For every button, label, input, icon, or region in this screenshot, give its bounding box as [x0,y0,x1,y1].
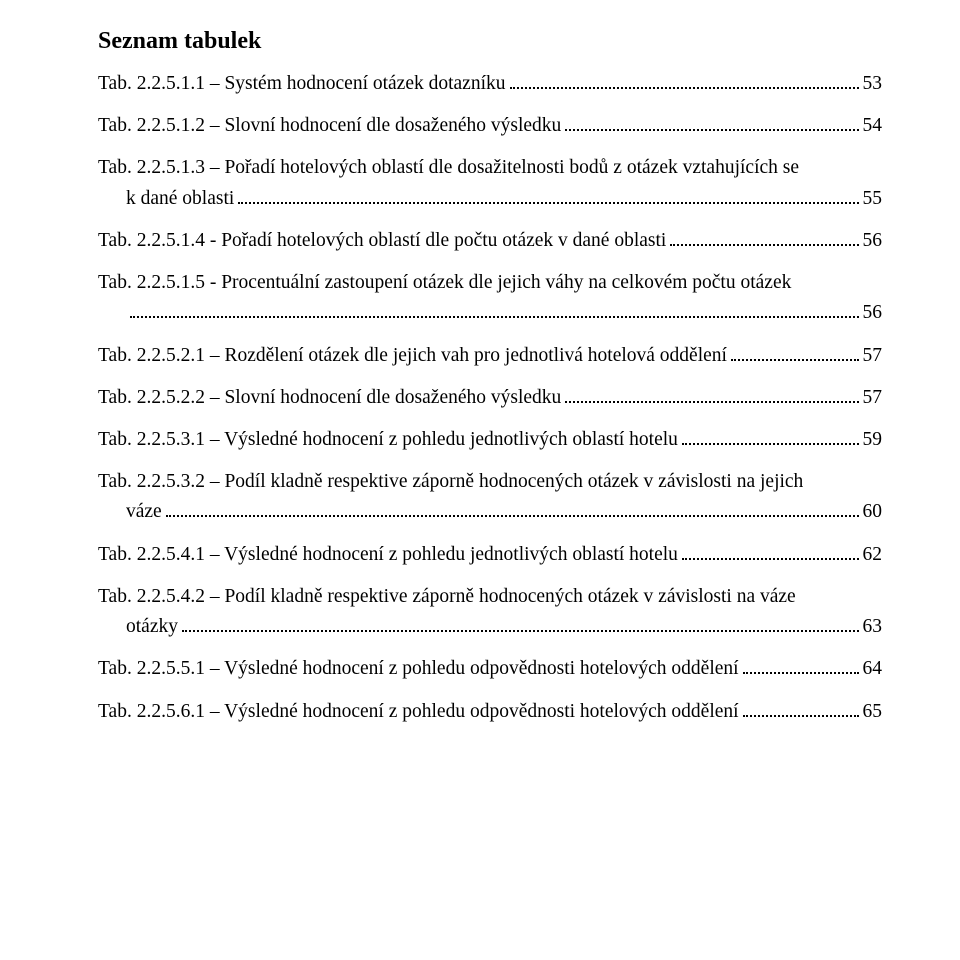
toc-page-number: 64 [863,654,883,684]
toc-entry-row: Tab. 2.2.5.5.1 – Výsledné hodnocení z po… [98,654,882,684]
toc-leader [238,191,858,204]
toc-entry-label: Tab. 2.2.5.3.1 – Výsledné hodnocení z po… [98,425,678,455]
toc-page-number: 54 [863,111,883,141]
toc-entry-row: Tab. 2.2.5.1.4 - Pořadí hotelových oblas… [98,226,882,256]
toc-page-number: 56 [863,226,883,256]
toc-entry: Tab. 2.2.5.1.5 - Procentuální zastoupení… [98,268,882,328]
toc-entry-continuation: váze [126,497,162,527]
toc-leader [166,505,859,518]
toc-entry-label: Tab. 2.2.5.3.2 – Podíl kladně respektive… [98,467,882,497]
toc-page-number: 60 [863,497,883,527]
toc-entry: Tab. 2.2.5.3.2 – Podíl kladně respektive… [98,467,882,527]
toc-page: Seznam tabulek Tab. 2.2.5.1.1 – Systém h… [0,0,960,779]
toc-page-number: 55 [863,184,883,214]
toc-entry-label: Tab. 2.2.5.1.4 - Pořadí hotelových oblas… [98,226,666,256]
toc-entry: Tab. 2.2.5.1.3 – Pořadí hotelových oblas… [98,153,882,213]
toc-entry: Tab. 2.2.5.1.2 – Slovní hodnocení dle do… [98,111,882,141]
toc-page-number: 62 [863,540,883,570]
toc-entry-line2: k dané oblasti 55 [98,184,882,214]
toc-entry-continuation: k dané oblasti [126,184,234,214]
toc-entry: Tab. 2.2.5.1.4 - Pořadí hotelových oblas… [98,226,882,256]
toc-entry-label: Tab. 2.2.5.1.2 – Slovní hodnocení dle do… [98,111,561,141]
toc-entry-label: Tab. 2.2.5.4.1 – Výsledné hodnocení z po… [98,540,678,570]
toc-entry-label: Tab. 2.2.5.1.3 – Pořadí hotelových oblas… [98,153,882,183]
toc-entry: Tab. 2.2.5.2.2 – Slovní hodnocení dle do… [98,383,882,413]
toc-entry-label: Tab. 2.2.5.6.1 – Výsledné hodnocení z po… [98,697,739,727]
toc-leader [731,348,859,361]
toc-entry: Tab. 2.2.5.6.1 – Výsledné hodnocení z po… [98,697,882,727]
toc-entry: Tab. 2.2.5.4.2 – Podíl kladně respektive… [98,582,882,642]
toc-entry-label: Tab. 2.2.5.1.1 – Systém hodnocení otázek… [98,69,506,99]
toc-entry: Tab. 2.2.5.1.1 – Systém hodnocení otázek… [98,69,882,99]
toc-entry-label: Tab. 2.2.5.5.1 – Výsledné hodnocení z po… [98,654,739,684]
toc-entry-row: Tab. 2.2.5.6.1 – Výsledné hodnocení z po… [98,697,882,727]
toc-page-number: 56 [863,298,883,328]
toc-page-number: 53 [863,69,883,99]
toc-entry-label: Tab. 2.2.5.2.2 – Slovní hodnocení dle do… [98,383,561,413]
toc-leader [565,119,858,132]
toc-entry-row: Tab. 2.2.5.1.1 – Systém hodnocení otázek… [98,69,882,99]
toc-entry-row: Tab. 2.2.5.2.1 – Rozdělení otázek dle je… [98,341,882,371]
toc-leader [743,704,859,717]
toc-entry: Tab. 2.2.5.5.1 – Výsledné hodnocení z po… [98,654,882,684]
toc-leader [130,306,859,319]
toc-entries-container: Tab. 2.2.5.1.1 – Systém hodnocení otázek… [98,69,882,727]
toc-page-number: 65 [863,697,883,727]
toc-entry-line2: otázky 63 [98,612,882,642]
toc-entry-line2: váze 60 [98,497,882,527]
toc-entry-label: Tab. 2.2.5.1.5 - Procentuální zastoupení… [98,268,882,298]
toc-entry-continuation: otázky [126,612,178,642]
toc-page-number: 63 [863,612,883,642]
toc-page-number: 59 [863,425,883,455]
toc-leader [670,233,858,246]
toc-entry-row: Tab. 2.2.5.3.1 – Výsledné hodnocení z po… [98,425,882,455]
toc-leader [682,432,859,445]
toc-leader [510,76,859,89]
toc-leader [682,547,859,560]
toc-leader [565,390,858,403]
toc-entry-label: Tab. 2.2.5.2.1 – Rozdělení otázek dle je… [98,341,727,371]
page-title: Seznam tabulek [98,28,882,55]
toc-page-number: 57 [863,383,883,413]
toc-entry-row: Tab. 2.2.5.2.2 – Slovní hodnocení dle do… [98,383,882,413]
toc-entry: Tab. 2.2.5.2.1 – Rozdělení otázek dle je… [98,341,882,371]
toc-entry: Tab. 2.2.5.3.1 – Výsledné hodnocení z po… [98,425,882,455]
toc-entry-row: Tab. 2.2.5.1.2 – Slovní hodnocení dle do… [98,111,882,141]
toc-leader [743,662,859,675]
toc-entry-line2: 56 [98,298,882,328]
toc-entry: Tab. 2.2.5.4.1 – Výsledné hodnocení z po… [98,540,882,570]
toc-page-number: 57 [863,341,883,371]
toc-entry-row: Tab. 2.2.5.4.1 – Výsledné hodnocení z po… [98,540,882,570]
toc-entry-label: Tab. 2.2.5.4.2 – Podíl kladně respektive… [98,582,882,612]
toc-leader [182,619,859,632]
